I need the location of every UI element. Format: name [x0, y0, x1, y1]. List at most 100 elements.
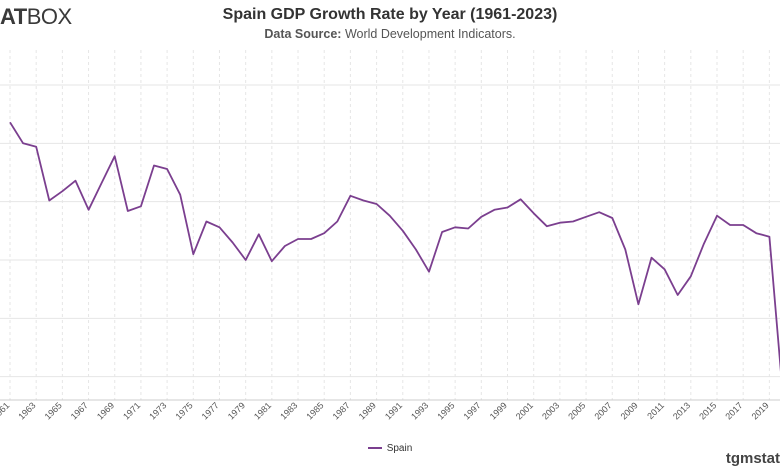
- data-point[interactable]: [505, 205, 511, 211]
- data-point[interactable]: [230, 240, 236, 246]
- x-tick-label: 1993: [409, 400, 430, 421]
- data-point[interactable]: [190, 251, 196, 257]
- data-point[interactable]: [531, 210, 537, 216]
- data-point[interactable]: [374, 201, 380, 207]
- data-point[interactable]: [360, 198, 366, 204]
- data-point[interactable]: [321, 230, 327, 236]
- data-point[interactable]: [347, 193, 353, 199]
- data-point[interactable]: [635, 301, 641, 307]
- statbox-logo: ATBOX: [0, 4, 72, 30]
- data-point[interactable]: [46, 198, 52, 204]
- data-point[interactable]: [177, 192, 183, 198]
- legend-label-spain: Spain: [386, 443, 413, 454]
- data-point[interactable]: [740, 222, 746, 228]
- data-point[interactable]: [308, 236, 314, 242]
- data-point[interactable]: [112, 153, 118, 159]
- chart-title: Spain GDP Growth Rate by Year (1961-2023…: [222, 6, 558, 23]
- data-point[interactable]: [557, 220, 563, 226]
- data-point[interactable]: [59, 188, 65, 194]
- data-point[interactable]: [596, 209, 602, 215]
- data-point[interactable]: [662, 266, 668, 272]
- data-point[interactable]: [439, 229, 445, 235]
- x-tick-label: 2005: [566, 400, 587, 421]
- data-point[interactable]: [518, 196, 524, 202]
- data-point[interactable]: [714, 213, 720, 219]
- x-tick-label: 2019: [750, 400, 771, 421]
- x-tick-label: 1961: [0, 400, 11, 421]
- data-point[interactable]: [99, 180, 105, 186]
- x-tick-label: 2011: [645, 400, 666, 421]
- data-point[interactable]: [570, 219, 576, 225]
- data-point[interactable]: [72, 178, 78, 184]
- data-point[interactable]: [256, 231, 262, 237]
- data-point[interactable]: [766, 234, 772, 240]
- data-point[interactable]: [426, 269, 432, 275]
- source-label: Data Source:: [264, 27, 342, 41]
- data-point[interactable]: [688, 273, 694, 279]
- data-point[interactable]: [203, 219, 209, 225]
- data-point[interactable]: [622, 247, 628, 253]
- x-tick-label: 1999: [488, 400, 509, 421]
- x-tick-label: 2013: [671, 400, 692, 421]
- data-point[interactable]: [282, 243, 288, 249]
- data-point[interactable]: [334, 219, 340, 225]
- data-point[interactable]: [216, 224, 222, 230]
- x-tick-label: 1971: [121, 400, 142, 421]
- x-tick-label: 1979: [226, 400, 247, 421]
- chart-subtitle: Data Source: World Development Indicator…: [0, 27, 780, 41]
- x-tick-label: 1963: [16, 400, 37, 421]
- data-point[interactable]: [7, 119, 13, 125]
- x-tick-label: 1989: [357, 400, 378, 421]
- data-point[interactable]: [452, 224, 458, 230]
- x-tick-label: 1985: [304, 400, 325, 421]
- data-point[interactable]: [295, 236, 301, 242]
- series-line-spain: [9, 121, 780, 372]
- data-point[interactable]: [727, 222, 733, 228]
- x-tick-label: 1991: [383, 400, 404, 421]
- x-tick-label: 1981: [252, 400, 273, 421]
- data-point[interactable]: [491, 207, 497, 213]
- data-point[interactable]: [164, 166, 170, 172]
- x-tick-label: 2003: [540, 400, 561, 421]
- x-tick-label: 1967: [69, 400, 90, 421]
- data-point[interactable]: [400, 228, 406, 234]
- legend: Spain: [0, 443, 780, 454]
- x-tick-label: 2001: [514, 400, 535, 421]
- data-point[interactable]: [701, 241, 707, 247]
- data-point[interactable]: [478, 214, 484, 220]
- x-tick-label: 1983: [278, 400, 299, 421]
- legend-swatch-spain: [367, 447, 382, 450]
- source-text: World Development Indicators.: [341, 27, 516, 41]
- data-point[interactable]: [413, 247, 419, 253]
- x-tick-label: 1975: [173, 400, 194, 421]
- data-point[interactable]: [544, 223, 550, 229]
- x-axis-ticks: 1961 1963 1965 1967 1969 1971 1973 1975 1977 1979…: [0, 400, 771, 421]
- data-point[interactable]: [269, 258, 275, 264]
- x-tick-label: 1997: [462, 400, 483, 421]
- logo-text-light: BOX: [26, 4, 72, 29]
- data-point[interactable]: [465, 226, 471, 232]
- data-point[interactable]: [20, 140, 26, 146]
- data-point[interactable]: [151, 163, 157, 169]
- x-tick-label: 2017: [723, 400, 744, 421]
- x-tick-label: 2009: [619, 400, 640, 421]
- x-tick-label: 1995: [435, 400, 456, 421]
- data-point[interactable]: [138, 203, 144, 209]
- series-layer: [7, 119, 780, 372]
- grid-lines: [0, 50, 780, 401]
- data-point[interactable]: [125, 208, 131, 214]
- data-point[interactable]: [583, 214, 589, 220]
- data-point[interactable]: [243, 257, 249, 263]
- x-tick-label: 2007: [592, 400, 613, 421]
- data-point[interactable]: [675, 292, 681, 298]
- data-point[interactable]: [387, 213, 393, 219]
- x-tick-label: 1977: [200, 400, 221, 421]
- data-point[interactable]: [86, 207, 92, 213]
- x-tick-label: 2015: [697, 400, 718, 421]
- data-point[interactable]: [753, 230, 759, 236]
- data-point[interactable]: [609, 215, 615, 221]
- x-tick-label: 1969: [95, 400, 116, 421]
- data-point[interactable]: [33, 144, 39, 150]
- data-point[interactable]: [649, 255, 655, 261]
